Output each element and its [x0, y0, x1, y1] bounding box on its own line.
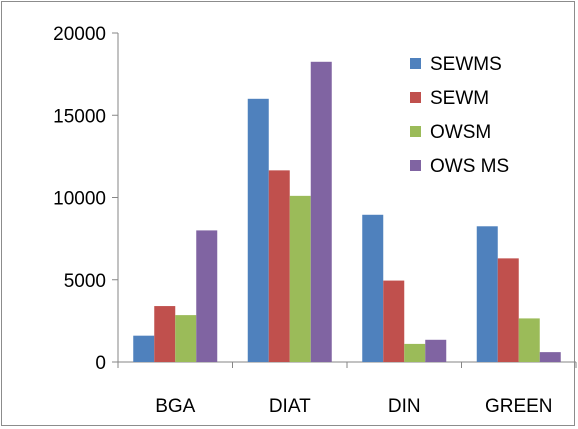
bar-sewms-diat [247, 98, 269, 363]
legend: SEWMS SEWM OWSM OWS MS [410, 54, 509, 177]
legend-swatch [410, 160, 421, 171]
legend-swatch [410, 126, 421, 137]
bars [133, 61, 561, 363]
y-axis: 0 5000 10000 15000 20000 [53, 24, 119, 374]
x-tick-label: DIAT [269, 396, 311, 417]
legend-label: OWS MS [430, 156, 509, 177]
bar-ows-ms-diat [310, 61, 332, 362]
bar-sewms-green [476, 226, 498, 362]
legend-label: OWSM [430, 122, 491, 143]
legend-label: SEWMS [430, 54, 502, 75]
bar-sewms-bga [133, 335, 155, 362]
y-tick-label: 10000 [53, 189, 106, 210]
y-tick-label: 5000 [64, 271, 106, 292]
bar-owsm-din [404, 343, 426, 362]
y-tick-label: 0 [95, 353, 106, 374]
bar-sewm-diat [268, 170, 290, 362]
bar-sewms-din [362, 214, 384, 362]
bar-owsm-diat [289, 195, 311, 362]
bar-ows-ms-green [539, 352, 561, 362]
bar-sewm-din [383, 280, 405, 362]
bar-owsm-bga [175, 315, 197, 362]
bar-ows-ms-bga [196, 230, 218, 362]
x-tick-label: GREEN [485, 396, 553, 417]
bar-sewm-bga [154, 306, 176, 362]
x-axis: BGA DIAT DIN GREEN [117, 361, 577, 417]
bar-owsm-green [518, 318, 540, 362]
bar-ows-ms-din [425, 339, 447, 362]
y-tick-label: 20000 [53, 24, 106, 45]
x-tick-label: DIN [388, 396, 421, 417]
bar-sewm-green [497, 258, 519, 362]
x-tick-label: BGA [155, 396, 195, 417]
legend-swatch [410, 58, 421, 69]
y-tick-label: 15000 [53, 106, 106, 127]
legend-swatch [410, 92, 421, 103]
legend-label: SEWM [430, 88, 489, 109]
